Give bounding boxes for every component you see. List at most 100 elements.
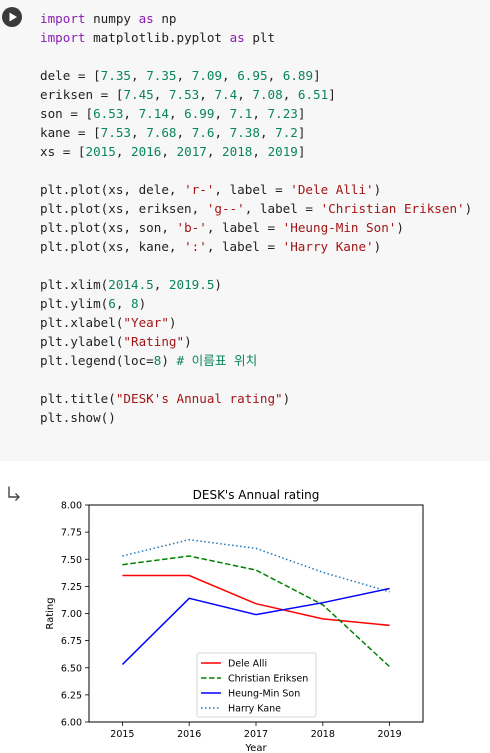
code-token: , <box>161 144 177 159</box>
code-token: 7.53 <box>100 125 132 140</box>
y-tick-label: 6.00 <box>61 718 82 729</box>
code-token: # 이름표 위치 <box>176 353 258 368</box>
code-token: , <box>259 125 276 140</box>
code-token: 2016 <box>131 144 162 159</box>
code-token: 7.35 <box>146 68 177 83</box>
code-token: , <box>252 144 268 159</box>
code-token: 7.68 <box>146 125 177 140</box>
code-token: 7.45 <box>123 87 154 102</box>
code-line: plt.plot(xs, son, 'b-', label = 'Heung-M… <box>40 218 472 237</box>
y-tick-label: 7.75 <box>61 528 82 539</box>
code-cell[interactable]: import numpy as np import matplotlib.pypl… <box>0 0 490 461</box>
code-token: 'Dele Alli' <box>290 182 374 197</box>
chart-title: DESK's Annual rating <box>193 488 320 502</box>
code-token: numpy <box>85 11 139 26</box>
code-line: xs = [2015, 2016, 2017, 2018, 2019] <box>40 142 472 161</box>
code-token: , <box>214 106 230 121</box>
code-token: import <box>40 11 86 26</box>
x-axis-label: Year <box>244 743 267 753</box>
code-token: , label = <box>214 182 291 197</box>
y-tick-label: 7.00 <box>61 609 82 620</box>
code-line <box>40 256 472 275</box>
code-token: 7.38 <box>229 125 260 140</box>
code-token: , <box>131 125 147 140</box>
code-token: as <box>138 11 154 26</box>
code-token: , label = <box>206 239 283 254</box>
code-token: ':' <box>184 239 207 254</box>
legend-label: Harry Kane <box>228 704 281 715</box>
code-token: , <box>123 106 139 121</box>
code-line <box>40 161 472 180</box>
code-token: 7.6 <box>191 125 215 140</box>
code-line: kane = [7.53, 7.68, 7.6, 7.38, 7.2] <box>40 123 472 142</box>
legend-label: Christian Eriksen <box>228 674 308 685</box>
code-line: eriksen = [7.45, 7.53, 7.4, 7.08, 6.51] <box>40 85 472 104</box>
code-token: 7.1 <box>229 106 253 121</box>
code-line: plt.ylim(6, 8) <box>40 294 472 313</box>
code-token: 2018 <box>222 144 253 159</box>
code-token: 2019.5 <box>168 277 215 292</box>
series-line-harry-kane <box>122 538 390 593</box>
code-token: plt.plot(xs, son, <box>40 220 177 235</box>
code-token: , <box>153 277 169 292</box>
code-token: plt.ylabel( <box>40 334 124 349</box>
code-token: 'r-' <box>184 182 215 197</box>
code-line: plt.xlim(2014.5, 2019.5) <box>40 275 472 294</box>
y-tick-label: 6.50 <box>61 663 82 674</box>
code-token: plt.xlim( <box>40 277 109 292</box>
code-token: 8 <box>131 296 139 311</box>
code-token: ] <box>313 68 321 83</box>
code-token: xs = [ <box>40 144 86 159</box>
code-line: plt.plot(xs, kane, ':', label = 'Harry K… <box>40 237 472 256</box>
code-line <box>40 47 472 66</box>
y-tick-label: 8.00 <box>61 501 82 512</box>
code-token: 7.08 <box>252 87 283 102</box>
code-token: plt.title( <box>40 391 116 406</box>
code-token: plt.xlabel( <box>40 315 124 330</box>
code-line: son = [6.53, 7.14, 6.99, 7.1, 7.23] <box>40 104 472 123</box>
code-line: import numpy as np <box>40 9 472 28</box>
code-token: 2014.5 <box>108 277 154 292</box>
code-token: "Year" <box>123 315 169 330</box>
code-token: 6 <box>108 296 116 311</box>
y-tick-label: 6.75 <box>61 636 82 647</box>
code-token: ] <box>297 125 306 140</box>
code-token: plt.plot(xs, dele, <box>40 182 185 197</box>
legend-frame <box>196 652 317 718</box>
code-line: plt.show() <box>40 408 472 427</box>
code-token: ) <box>168 315 177 330</box>
code-token: 7.14 <box>138 106 169 121</box>
code-token: 7.23 <box>267 106 298 121</box>
code-token: 7.35 <box>100 68 132 83</box>
code-token: import <box>40 30 86 45</box>
code-token: ] <box>297 106 306 121</box>
code-token: 7.4 <box>214 87 238 102</box>
code-token: "Rating" <box>123 334 185 349</box>
series-line-heung-min-son <box>121 587 390 666</box>
code-line: plt.plot(xs, eriksen, 'g--', label = 'Ch… <box>40 199 472 218</box>
code-token: ) <box>396 220 404 235</box>
code-token: plt.plot(xs, kane, <box>40 239 185 254</box>
run-cell-button[interactable] <box>2 7 22 27</box>
code-token: , <box>252 106 268 121</box>
code-editor[interactable]: import numpy as np import matplotlib.pypl… <box>40 9 472 427</box>
code-token: 7.53 <box>168 87 200 102</box>
code-token: 6.99 <box>184 106 215 121</box>
code-line <box>40 370 472 389</box>
code-token: 6.53 <box>93 106 124 121</box>
chart-legend: Dele Alli Christian Eriksen Heung-Min Son H… <box>196 652 317 718</box>
line-chart: DESK's Annual rating 6.00 6.25 6.50 6.75 7.0… <box>45 488 424 753</box>
legend-label: Dele Alli <box>228 659 267 670</box>
code-token: 'Heung-Min Son' <box>282 220 397 235</box>
code-token: "DESK's Annual rating" <box>115 391 283 406</box>
code-token: , <box>206 144 223 159</box>
code-token: ) <box>282 391 291 406</box>
code-token: 6.89 <box>282 68 314 83</box>
series-line-christian-eriksen <box>122 555 391 668</box>
code-token: , label = <box>206 220 283 235</box>
code-token: 2015 <box>85 144 116 159</box>
code-token: 6.95 <box>237 68 268 83</box>
play-icon <box>9 12 17 22</box>
code-token: , <box>176 125 192 140</box>
code-token: , <box>267 68 283 83</box>
